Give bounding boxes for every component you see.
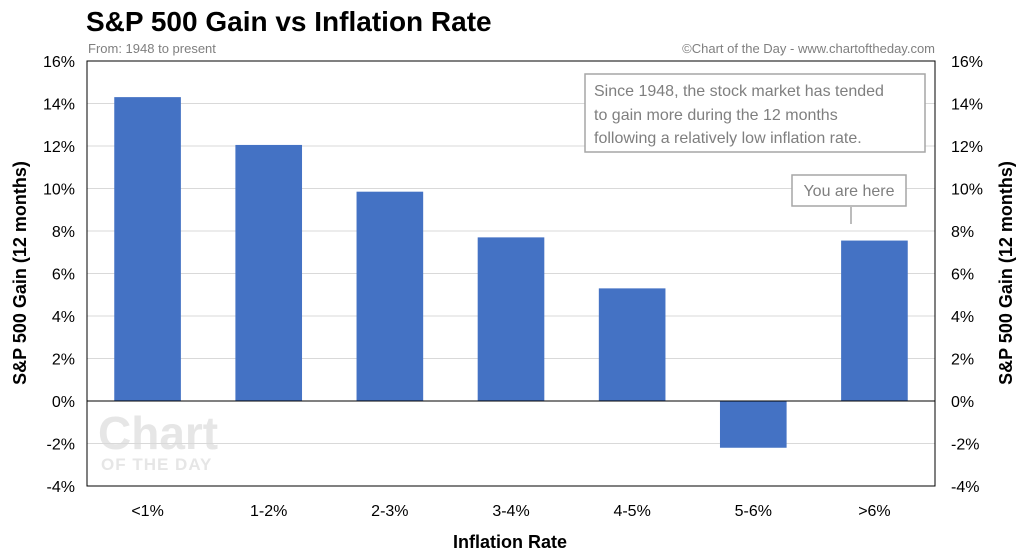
bar [841, 240, 908, 401]
annotation-box: Since 1948, the stock market has tended … [584, 73, 926, 153]
callout-you-are-here: You are here [791, 174, 907, 224]
x-tick-label: 1-2% [250, 503, 287, 520]
y-tick-label-right: 0% [951, 394, 974, 411]
annotation-line: Since 1948, the stock market has tended [594, 83, 884, 100]
plot-frame [86, 60, 936, 487]
y-tick-label-left: 16% [43, 54, 75, 71]
y-tick-label-left: 14% [43, 97, 75, 114]
watermark-logo: Chart OF THE DAY [98, 407, 218, 474]
bar [598, 288, 666, 401]
x-axis-ticks: <1% 1-2% 2-3% 3-4% 4-5% 5-6% >6% [131, 503, 890, 520]
bars [114, 97, 908, 448]
bar [235, 144, 303, 401]
chart-subtitle: From: 1948 to present [88, 41, 216, 56]
y-tick-label-left: 4% [52, 309, 75, 326]
bar [477, 237, 545, 401]
x-tick-label: 3-4% [492, 503, 529, 520]
callout-text: You are here [803, 183, 894, 200]
y-tick-label-right: 14% [951, 97, 983, 114]
y-axis-left-ticks: 16% 14% 12% 10% 8% 6% 4% 2% 0% -2% -4% [43, 54, 75, 496]
y-tick-label-right: -4% [951, 479, 979, 496]
bar [356, 191, 424, 401]
bar [719, 401, 787, 448]
y-tick-label-left: -4% [47, 479, 75, 496]
y-tick-label-right: 6% [951, 267, 974, 284]
y-tick-label-right: 4% [951, 309, 974, 326]
x-tick-label: >6% [858, 503, 890, 520]
x-tick-label: <1% [131, 503, 163, 520]
x-tick-label: 5-6% [735, 503, 772, 520]
y-tick-label-left: 12% [43, 139, 75, 156]
annotation-line: to gain more during the 12 months [594, 107, 838, 124]
y-tick-label-right: -2% [951, 437, 979, 454]
x-tick-label: 4-5% [613, 503, 650, 520]
y-tick-label-left: -2% [47, 437, 75, 454]
x-tick-label: 2-3% [371, 503, 408, 520]
annotation-line: following a relatively low inflation rat… [594, 130, 862, 147]
y-axis-label-left: S&P 500 Gain (12 months) [10, 161, 30, 385]
y-tick-label-left: 6% [52, 267, 75, 284]
y-tick-label-right: 12% [951, 139, 983, 156]
y-tick-label-right: 8% [951, 224, 974, 241]
y-axis-label-right: S&P 500 Gain (12 months) [996, 161, 1016, 385]
y-axis-right-ticks: 16% 14% 12% 10% 8% 6% 4% 2% 0% -2% -4% [951, 54, 983, 496]
y-tick-label-left: 2% [52, 352, 75, 369]
y-tick-label-left: 10% [43, 182, 75, 199]
y-tick-label-left: 0% [52, 394, 75, 411]
watermark-logo-main: Chart [98, 407, 218, 459]
y-tick-label-right: 10% [951, 182, 983, 199]
chart-title: S&P 500 Gain vs Inflation Rate [86, 6, 492, 37]
y-tick-label-right: 16% [951, 54, 983, 71]
x-axis-label: Inflation Rate [453, 532, 567, 552]
y-tick-label-left: 8% [52, 224, 75, 241]
watermark-logo-sub: OF THE DAY [101, 455, 212, 474]
y-tick-label-right: 2% [951, 352, 974, 369]
bar [114, 97, 181, 401]
chart-credit: ©Chart of the Day - www.chartoftheday.co… [682, 41, 935, 56]
